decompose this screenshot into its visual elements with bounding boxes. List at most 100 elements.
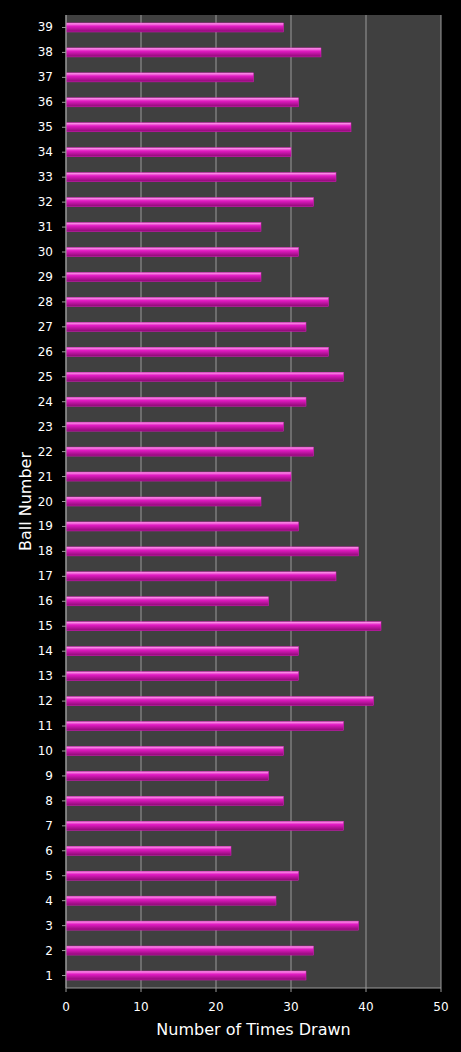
- y-tick-label: 10: [38, 744, 53, 758]
- y-tick-label: 2: [45, 944, 53, 958]
- tick-mark: [291, 988, 292, 992]
- tick-mark: [62, 950, 66, 951]
- tick-mark: [62, 526, 66, 527]
- y-tick-label: 7: [45, 819, 53, 833]
- background: [0, 0, 461, 1052]
- y-tick-label: 22: [38, 445, 53, 459]
- y-tick-label: 13: [38, 669, 53, 683]
- y-axis-label: Ball Number: [16, 452, 35, 551]
- y-tick-label: 31: [38, 220, 53, 234]
- tick-mark: [62, 102, 66, 103]
- x-axis-label: Number of Times Drawn: [156, 1020, 350, 1039]
- bar: [66, 98, 299, 107]
- bar: [66, 48, 321, 57]
- bar: [66, 871, 299, 880]
- bar: [66, 322, 306, 331]
- y-tick-label: 19: [38, 519, 53, 533]
- x-tick-label: 40: [358, 1000, 373, 1014]
- bar: [66, 746, 284, 755]
- tick-mark: [62, 52, 66, 53]
- tick-mark: [62, 975, 66, 976]
- bar: [66, 597, 269, 606]
- y-tick-label: 32: [38, 195, 53, 209]
- chart-container: 0102030405012345678910111213141516171819…: [0, 0, 461, 1052]
- y-tick-label: 3: [45, 919, 53, 933]
- bar: [66, 946, 314, 955]
- bar: [66, 123, 351, 132]
- tick-mark: [62, 202, 66, 203]
- grid-line: [291, 15, 292, 988]
- tick-mark: [141, 988, 142, 992]
- y-tick-label: 4: [45, 894, 53, 908]
- bar: [66, 572, 336, 581]
- y-tick-label: 25: [38, 370, 53, 384]
- bars: [66, 23, 381, 980]
- plot-area: [66, 15, 441, 988]
- tick-mark: [62, 601, 66, 602]
- tick-mark: [62, 900, 66, 901]
- tick-mark: [62, 551, 66, 552]
- tick-mark: [62, 651, 66, 652]
- bar: [66, 722, 344, 731]
- y-tick-label: 6: [45, 844, 53, 858]
- bar: [66, 796, 284, 805]
- bar: [66, 23, 284, 32]
- y-tick-label: 15: [38, 619, 53, 633]
- tick-mark: [366, 988, 367, 992]
- bar: [66, 771, 269, 780]
- y-tick-label: 8: [45, 794, 53, 808]
- y-tick-label: 36: [38, 95, 53, 109]
- y-tick-label: 23: [38, 420, 53, 434]
- y-tick-label: 28: [38, 295, 53, 309]
- tick-mark: [62, 726, 66, 727]
- x-tick-label: 30: [283, 1000, 298, 1014]
- x-tick-label: 0: [62, 1000, 70, 1014]
- tick-mark: [62, 451, 66, 452]
- bar: [66, 846, 231, 855]
- bar: [66, 971, 306, 980]
- bar: [66, 422, 284, 431]
- bar: [66, 148, 291, 157]
- chart-svg: 0102030405012345678910111213141516171819…: [0, 0, 461, 1052]
- tick-mark: [62, 376, 66, 377]
- y-tick-label: 24: [38, 395, 53, 409]
- tick-mark: [62, 326, 66, 327]
- bar: [66, 73, 254, 82]
- y-tick-label: 5: [45, 869, 53, 883]
- tick-mark: [62, 127, 66, 128]
- bar: [66, 896, 276, 905]
- tick-mark: [62, 401, 66, 402]
- tick-mark: [62, 701, 66, 702]
- tick-mark: [62, 501, 66, 502]
- tick-mark: [62, 301, 66, 302]
- tick-mark: [62, 476, 66, 477]
- y-tick-label: 18: [38, 544, 53, 558]
- y-tick-label: 16: [38, 594, 53, 608]
- tick-mark: [62, 27, 66, 28]
- y-tick-label: 9: [45, 769, 53, 783]
- tick-mark: [62, 676, 66, 677]
- bar: [66, 522, 299, 531]
- tick-mark: [62, 351, 66, 352]
- bar: [66, 223, 261, 232]
- y-tick-label: 1: [45, 969, 53, 983]
- y-tick-label: 35: [38, 120, 53, 134]
- bar: [66, 821, 344, 830]
- bar: [66, 547, 359, 556]
- bar: [66, 921, 359, 930]
- bar: [66, 198, 314, 207]
- grid-line: [441, 15, 442, 988]
- y-tick-label: 30: [38, 245, 53, 259]
- tick-mark: [62, 252, 66, 253]
- y-tick-label: 37: [38, 70, 53, 84]
- y-tick-label: 17: [38, 569, 53, 583]
- y-tick-label: 14: [38, 644, 53, 658]
- bar: [66, 372, 344, 381]
- tick-mark: [216, 988, 217, 992]
- x-tick-label: 50: [433, 1000, 448, 1014]
- tick-mark: [62, 177, 66, 178]
- bar: [66, 447, 314, 456]
- tick-mark: [62, 276, 66, 277]
- x-tick-label: 10: [133, 1000, 148, 1014]
- tick-mark: [62, 850, 66, 851]
